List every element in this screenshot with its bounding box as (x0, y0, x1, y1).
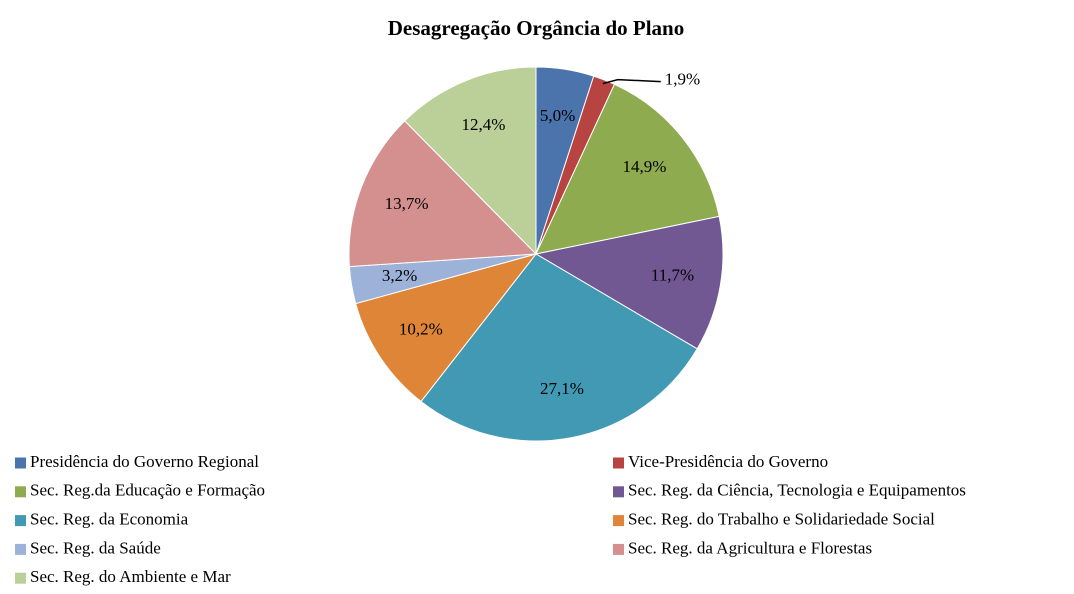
data-label: 1,9% (665, 70, 700, 89)
data-label: 10,2% (399, 320, 443, 339)
legend-label: Presidência do Governo Regional (30, 452, 259, 471)
data-label: 13,7% (385, 194, 429, 213)
legend-swatch (613, 515, 624, 527)
legend-label: Sec. Reg. do Trabalho e Solidariedade So… (628, 510, 935, 529)
data-label: 27,1% (540, 379, 584, 398)
data-label: 11,7% (651, 266, 694, 285)
legend-label: Sec. Reg. da Saúde (30, 538, 161, 557)
legend-label: Sec. Reg. da Economia (30, 510, 189, 529)
chart-title: Desagregação Orgância do Plano (388, 16, 685, 40)
data-label: 12,4% (462, 115, 506, 134)
pie-slice (355, 253, 538, 403)
legend-label: Sec. Reg. do Ambiente e Mar (30, 567, 231, 586)
legend-label: Sec. Reg. da Agricultura e Florestas (628, 538, 872, 557)
legend-swatch (613, 543, 624, 555)
legend-swatch (15, 572, 26, 584)
legend-swatch (613, 457, 624, 469)
data-label: 3,2% (382, 266, 417, 285)
legend-swatch (15, 486, 26, 498)
legend-label: Vice-Presidência do Governo (628, 452, 828, 471)
pie-slice (404, 66, 537, 256)
legend-swatch (15, 515, 26, 527)
leader-line (602, 78, 661, 85)
legend-swatch (613, 486, 624, 498)
pie-slice (348, 120, 538, 268)
legend-swatch (15, 543, 26, 555)
pie-slice (420, 253, 698, 442)
legend-swatch (15, 457, 26, 469)
data-label: 5,0% (540, 106, 575, 125)
legend-label: Sec. Reg.da Educação e Formação (30, 481, 265, 500)
data-label: 14,9% (622, 157, 666, 176)
legend-label: Sec. Reg. da Ciência, Tecnologia e Equip… (628, 481, 966, 500)
pie-slice (534, 215, 724, 350)
pie-slice (535, 83, 720, 255)
